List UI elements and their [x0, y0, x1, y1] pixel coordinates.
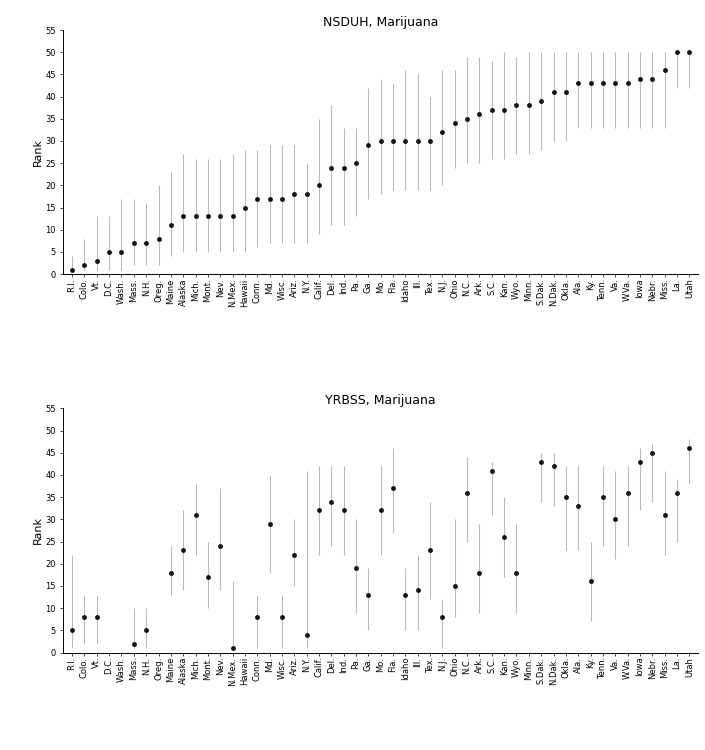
Title: YRBSS, Marijuana: YRBSS, Marijuana: [326, 394, 436, 407]
Y-axis label: Rank: Rank: [32, 138, 42, 166]
Title: NSDUH, Marijuana: NSDUH, Marijuana: [323, 16, 439, 28]
Y-axis label: Rank: Rank: [32, 517, 42, 544]
